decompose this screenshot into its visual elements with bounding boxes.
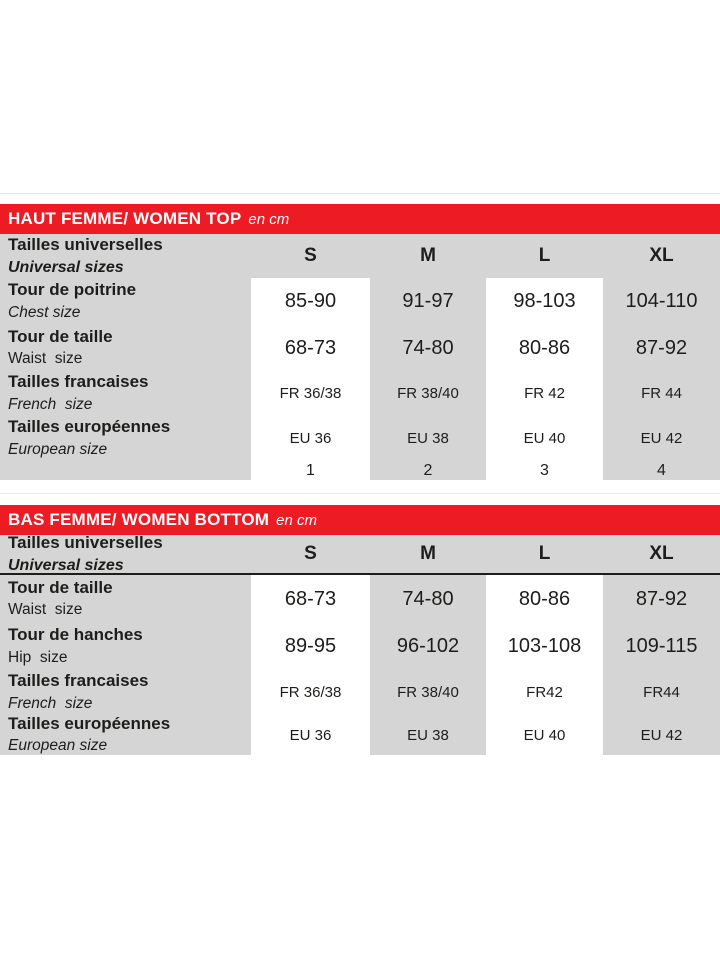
size-col-xl: XL	[603, 234, 720, 278]
label-en: Chest size	[8, 303, 81, 321]
top-divider-line	[0, 193, 720, 194]
value-cell-m: 91-97	[370, 278, 486, 325]
value-cell-xl: EU 42	[603, 416, 720, 461]
table-row-european-size: Tailles européennes European size EU 36 …	[0, 715, 720, 755]
value-cell-xl: 109-115	[603, 623, 720, 670]
size-col-l: L	[486, 535, 603, 573]
label-en: French size	[8, 395, 93, 413]
value-cell-s: 68-73	[251, 575, 370, 623]
value-cell-s: EU 36	[251, 715, 370, 755]
universal-sizes-label-cell: Tailles universelles Universal sizes	[0, 234, 251, 278]
value-cell-l: 80-86	[486, 325, 603, 371]
row-label-cell: Tailles européennes European size	[0, 416, 251, 461]
value-cell-l: FR 42	[486, 371, 603, 416]
row-label-cell	[0, 461, 251, 480]
value-cell-l: 103-108	[486, 623, 603, 670]
value-cell-xl: FR44	[603, 670, 720, 715]
row-label-cell: Tailles francaises French size	[0, 670, 251, 715]
size-col-l: L	[486, 234, 603, 278]
table-row-french-size: Tailles francaises French size FR 36/38 …	[0, 371, 720, 416]
label-en: Waist size	[8, 601, 83, 619]
size-col-s: S	[251, 535, 370, 573]
label-fr: Tailles universelles	[8, 234, 163, 254]
label-fr: Tailles universelles	[8, 535, 163, 552]
value-cell-m: 74-80	[370, 575, 486, 623]
universal-sizes-label-cell: Tailles universelles Universal sizes	[0, 535, 251, 573]
value-cell-xl: 4	[603, 461, 720, 480]
table-row-numeric-sizes: 1 2 3 4	[0, 461, 720, 480]
value-cell-m: FR 38/40	[370, 670, 486, 715]
women-top-unit: en cm	[248, 210, 290, 228]
value-cell-l: EU 40	[486, 715, 603, 755]
value-cell-l: 3	[486, 461, 603, 480]
value-cell-xl: 104-110	[603, 278, 720, 325]
women-bottom-title-bar: BAS FEMME/ WOMEN BOTTOM en cm	[0, 505, 720, 535]
value-cell-m: 96-102	[370, 623, 486, 670]
label-fr: Tailles francaises	[8, 671, 149, 691]
women-bottom-size-header-row: Tailles universelles Universal sizes S M…	[0, 535, 720, 575]
label-fr: Tailles européennes	[8, 715, 171, 733]
label-fr: Tailles francaises	[8, 372, 149, 392]
value-cell-m: 2	[370, 461, 486, 480]
middle-divider-line	[0, 493, 720, 494]
size-col-s: S	[251, 234, 370, 278]
value-cell-s: FR 36/38	[251, 670, 370, 715]
label-en: French size	[8, 694, 93, 712]
row-label-cell: Tour de taille Waist size	[0, 575, 251, 623]
size-col-m: M	[370, 535, 486, 573]
size-chart-women-top: HAUT FEMME/ WOMEN TOP en cm Tailles univ…	[0, 204, 720, 480]
value-cell-s: 1	[251, 461, 370, 480]
label-en: Universal sizes	[8, 557, 124, 573]
label-en: Universal sizes	[8, 259, 124, 277]
label-fr: Tour de poitrine	[8, 280, 137, 300]
value-cell-s: 68-73	[251, 325, 370, 371]
value-cell-xl: EU 42	[603, 715, 720, 755]
table-row-chest: Tour de poitrine Chest size 85-90 91-97 …	[0, 278, 720, 325]
label-en: Waist size	[8, 350, 83, 368]
value-cell-s: 85-90	[251, 278, 370, 325]
women-bottom-title: BAS FEMME/ WOMEN BOTTOM	[8, 510, 270, 529]
value-cell-s: 89-95	[251, 623, 370, 670]
women-top-title: HAUT FEMME/ WOMEN TOP	[8, 209, 242, 228]
value-cell-m: EU 38	[370, 416, 486, 461]
label-fr: Tour de taille	[8, 326, 113, 346]
label-en: European size	[8, 440, 108, 458]
label-en: Hip size	[8, 648, 68, 666]
table-row-hip: Tour de hanches Hip size 89-95 96-102 10…	[0, 623, 720, 670]
size-chart-women-bottom: BAS FEMME/ WOMEN BOTTOM en cm Tailles un…	[0, 505, 720, 755]
value-cell-l: 98-103	[486, 278, 603, 325]
table-row-waist: Tour de taille Waist size 68-73 74-80 80…	[0, 575, 720, 623]
value-cell-m: EU 38	[370, 715, 486, 755]
value-cell-l: 80-86	[486, 575, 603, 623]
value-cell-xl: FR 44	[603, 371, 720, 416]
size-col-xl: XL	[603, 535, 720, 573]
women-top-title-bar: HAUT FEMME/ WOMEN TOP en cm	[0, 204, 720, 234]
size-col-m: M	[370, 234, 486, 278]
table-row-french-size: Tailles francaises French size FR 36/38 …	[0, 670, 720, 715]
table-row-waist: Tour de taille Waist size 68-73 74-80 80…	[0, 325, 720, 371]
value-cell-xl: 87-92	[603, 575, 720, 623]
women-top-size-header-row: Tailles universelles Universal sizes S M…	[0, 234, 720, 278]
label-fr: Tour de taille	[8, 577, 113, 597]
row-label-cell: Tailles européennes European size	[0, 715, 251, 755]
value-cell-l: EU 40	[486, 416, 603, 461]
row-label-cell: Tour de poitrine Chest size	[0, 278, 251, 325]
value-cell-m: 74-80	[370, 325, 486, 371]
value-cell-m: FR 38/40	[370, 371, 486, 416]
row-label-cell: Tour de hanches Hip size	[0, 623, 251, 670]
value-cell-s: FR 36/38	[251, 371, 370, 416]
label-fr: Tailles européennes	[8, 417, 171, 437]
row-label-cell: Tailles francaises French size	[0, 371, 251, 416]
label-en: European size	[8, 737, 108, 755]
row-label-cell: Tour de taille Waist size	[0, 325, 251, 371]
label-fr: Tour de hanches	[8, 625, 143, 645]
table-row-european-size: Tailles européennes European size EU 36 …	[0, 416, 720, 461]
women-bottom-unit: en cm	[276, 511, 318, 529]
value-cell-l: FR42	[486, 670, 603, 715]
value-cell-s: EU 36	[251, 416, 370, 461]
value-cell-xl: 87-92	[603, 325, 720, 371]
